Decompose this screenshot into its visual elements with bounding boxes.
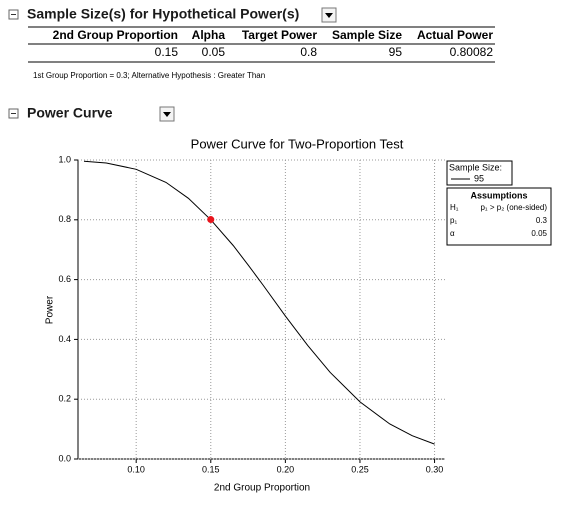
note: 1st Group Proportion = 0.3; Alternative … [33, 71, 265, 80]
marker-point [207, 216, 215, 224]
chart: Power Curve for Two-Proportion Test 2nd … [45, 136, 552, 494]
x-axis-label: 2nd Group Proportion [214, 483, 310, 494]
assumption-value: 0.3 [536, 216, 548, 225]
y-tick-label: 1.0 [58, 154, 71, 164]
x-tick-label: 0.20 [277, 464, 295, 474]
table-header: Sample Size [332, 28, 402, 42]
assumption-label: p₁ [450, 216, 457, 225]
table-header: Target Power [242, 28, 317, 42]
results-table: 2nd Group Proportion Alpha Target Power Sam… [28, 26, 495, 63]
table-cell: 95 [389, 45, 403, 59]
y-tick-label: 0.6 [58, 274, 71, 284]
legend-box [446, 160, 513, 186]
table-cell: 0.05 [202, 45, 226, 59]
section-title: Power Curve [27, 105, 113, 121]
table-cell: 0.80082 [450, 45, 494, 59]
x-tick-label: 0.30 [426, 464, 444, 474]
legend-label: 95 [474, 173, 484, 183]
assumption-value: p₁ > p₂ (one-sided) [480, 203, 547, 212]
table-cell: 0.8 [300, 45, 317, 59]
assumption-label: α [450, 229, 455, 238]
table-header: Alpha [192, 28, 226, 42]
y-axis-label: Power [45, 295, 56, 324]
power-curve [83, 160, 435, 445]
assumption-value: 0.05 [531, 229, 547, 238]
table-cell: 0.15 [155, 45, 179, 59]
assumptions-box [446, 187, 552, 246]
x-tick-label: 0.10 [127, 464, 145, 474]
y-tick-label: 0.2 [58, 394, 71, 404]
table-header: Actual Power [417, 28, 493, 42]
legend-title: Sample Size: [449, 162, 502, 172]
x-tick-label: 0.15 [202, 464, 220, 474]
chart-title: Power Curve for Two-Proportion Test [191, 136, 404, 151]
y-tick-label: 0.4 [58, 334, 71, 344]
assumptions-title: Assumptions [470, 190, 527, 200]
table-header: 2nd Group Proportion [53, 28, 178, 42]
x-tick-label: 0.25 [351, 464, 369, 474]
y-tick-label: 0.8 [58, 214, 71, 224]
section-title: Sample Size(s) for Hypothetical Power(s) [27, 6, 299, 22]
y-tick-label: 0.0 [58, 453, 71, 463]
dropdown-arrow [325, 13, 333, 18]
assumption-label: H₁ [450, 203, 459, 212]
dropdown-arrow [163, 112, 171, 117]
